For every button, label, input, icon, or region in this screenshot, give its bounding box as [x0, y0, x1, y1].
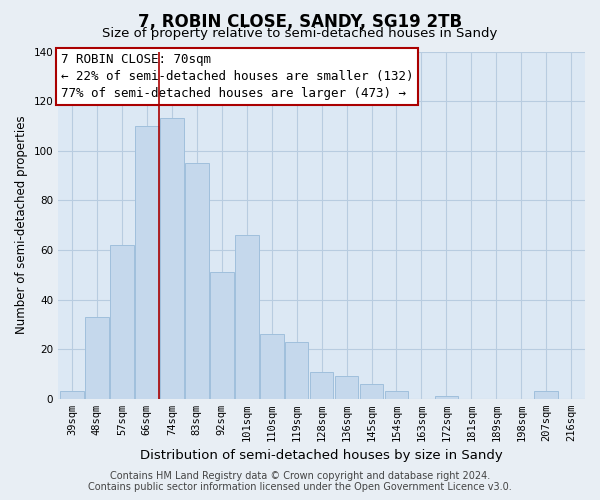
- Y-axis label: Number of semi-detached properties: Number of semi-detached properties: [15, 116, 28, 334]
- Bar: [260, 334, 284, 399]
- Bar: [385, 392, 409, 399]
- Bar: [210, 272, 233, 399]
- Text: Contains HM Land Registry data © Crown copyright and database right 2024.
Contai: Contains HM Land Registry data © Crown c…: [88, 471, 512, 492]
- Bar: [85, 317, 109, 399]
- Bar: [110, 245, 134, 399]
- Bar: [310, 372, 334, 399]
- Bar: [60, 392, 84, 399]
- Bar: [535, 392, 558, 399]
- Bar: [285, 342, 308, 399]
- Bar: [135, 126, 158, 399]
- X-axis label: Distribution of semi-detached houses by size in Sandy: Distribution of semi-detached houses by …: [140, 450, 503, 462]
- Text: Size of property relative to semi-detached houses in Sandy: Size of property relative to semi-detach…: [103, 28, 497, 40]
- Bar: [235, 235, 259, 399]
- Bar: [335, 376, 358, 399]
- Text: 7, ROBIN CLOSE, SANDY, SG19 2TB: 7, ROBIN CLOSE, SANDY, SG19 2TB: [138, 12, 462, 30]
- Bar: [359, 384, 383, 399]
- Bar: [160, 118, 184, 399]
- Text: 7 ROBIN CLOSE: 70sqm
← 22% of semi-detached houses are smaller (132)
77% of semi: 7 ROBIN CLOSE: 70sqm ← 22% of semi-detac…: [61, 53, 413, 100]
- Bar: [185, 163, 209, 399]
- Bar: [434, 396, 458, 399]
